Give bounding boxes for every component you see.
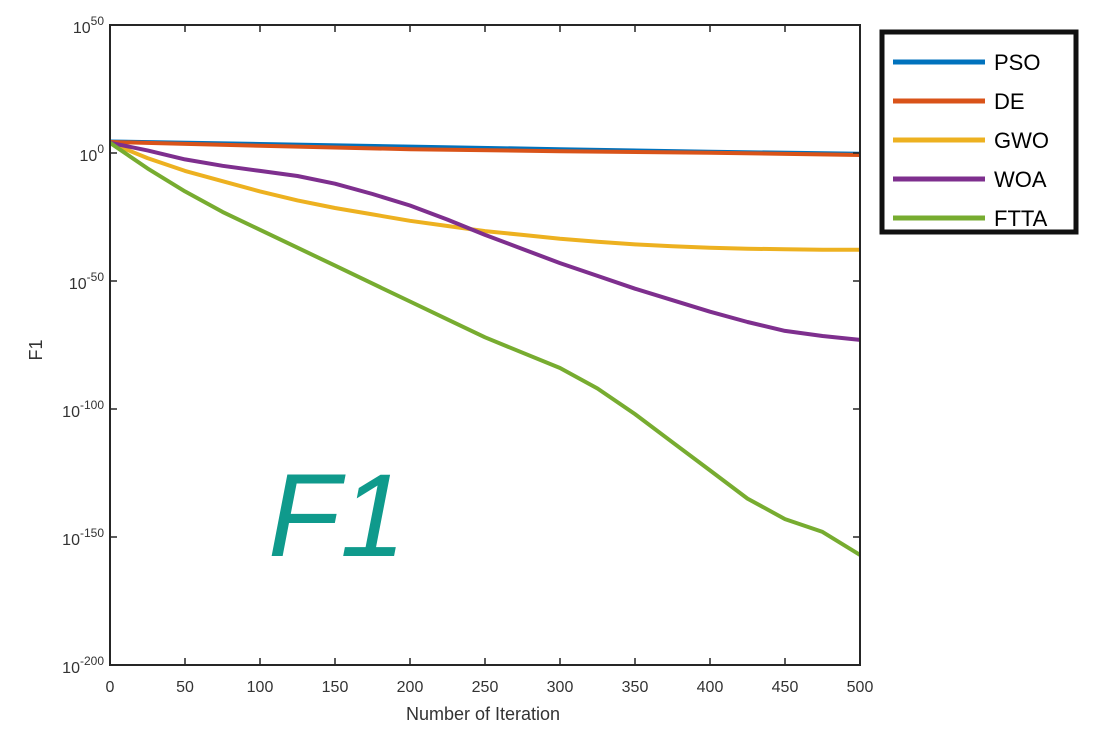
series-lines: [108, 139, 862, 557]
legend: PSO DE GWO WOA FTTA: [879, 29, 1079, 235]
y-tick-label: 1050: [73, 14, 104, 37]
y-tick-label: 10-50: [69, 270, 104, 293]
legend-label-ftta: FTTA: [994, 206, 1048, 231]
y-tick-label: 10-150: [62, 526, 104, 549]
chart-annotation: F1: [268, 450, 406, 582]
series-line-gwo: [109, 140, 860, 252]
x-tick-label: 300: [547, 679, 574, 696]
legend-label-pso: PSO: [994, 50, 1040, 75]
y-tick-label: 10-200: [62, 654, 104, 677]
series-line-ftta: [108, 141, 862, 557]
plot-background: [110, 25, 860, 665]
legend-label-gwo: GWO: [994, 128, 1049, 153]
axes: 0 50 100 150 200 250 300 350 400 450 500 10-200 10-1…: [62, 14, 873, 696]
x-tick-label: 0: [106, 679, 115, 696]
y-tick-label: 10-100: [62, 398, 104, 421]
x-tick-label: 100: [247, 679, 274, 696]
x-tick-label: 250: [472, 679, 499, 696]
x-axis-label: Number of Iteration: [406, 704, 560, 724]
legend-box: [879, 29, 1079, 235]
x-tick-label: 200: [397, 679, 424, 696]
x-tick-label: 350: [622, 679, 649, 696]
x-tick-label: 500: [847, 679, 874, 696]
series-line-woa: [109, 140, 861, 342]
x-tick-label: 400: [697, 679, 724, 696]
x-tick-label: 450: [772, 679, 799, 696]
y-tick-label: 100: [80, 142, 105, 165]
legend-label-woa: WOA: [994, 167, 1047, 192]
y-axis-label: F1: [26, 339, 46, 360]
series-line-de: [109, 140, 861, 157]
plot-area: [110, 25, 860, 665]
x-tick-label: 150: [322, 679, 349, 696]
x-tick-label: 50: [176, 679, 194, 696]
legend-label-de: DE: [994, 89, 1025, 114]
